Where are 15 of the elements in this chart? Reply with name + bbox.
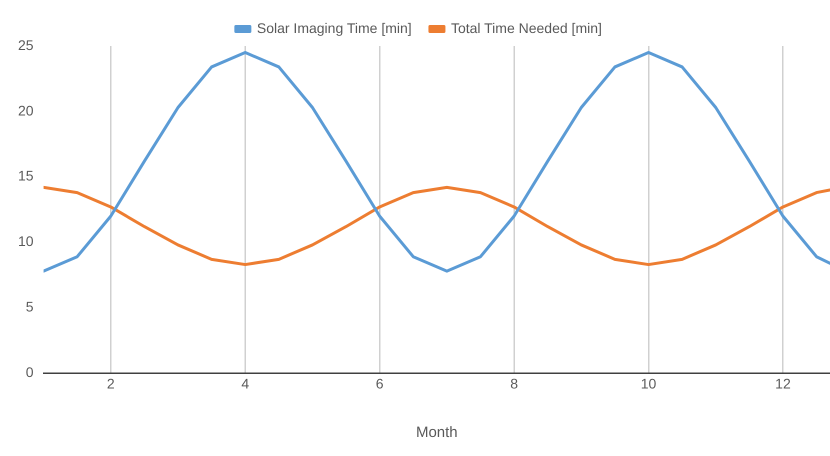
- legend-label: Solar Imaging Time [min]: [256, 20, 412, 36]
- y-tick-label: 25: [18, 36, 34, 53]
- x-tick-label: 6: [376, 375, 384, 392]
- legend-label: Total Time Needed [min]: [450, 20, 602, 36]
- x-tick-label: 12: [775, 375, 791, 392]
- y-tick-label: 5: [26, 298, 34, 315]
- x-tick-label: 2: [106, 375, 115, 392]
- x-tick-label: 10: [640, 375, 657, 392]
- y-tick-label: 20: [18, 102, 34, 118]
- x-tick-label: 8: [510, 375, 518, 392]
- x-axis-title: Month: [416, 424, 458, 442]
- y-tick-label: 10: [18, 233, 34, 250]
- y-tick-label: 0: [26, 364, 34, 380]
- x-tick-label: 4: [241, 375, 250, 392]
- y-tick-label: 15: [18, 168, 34, 184]
